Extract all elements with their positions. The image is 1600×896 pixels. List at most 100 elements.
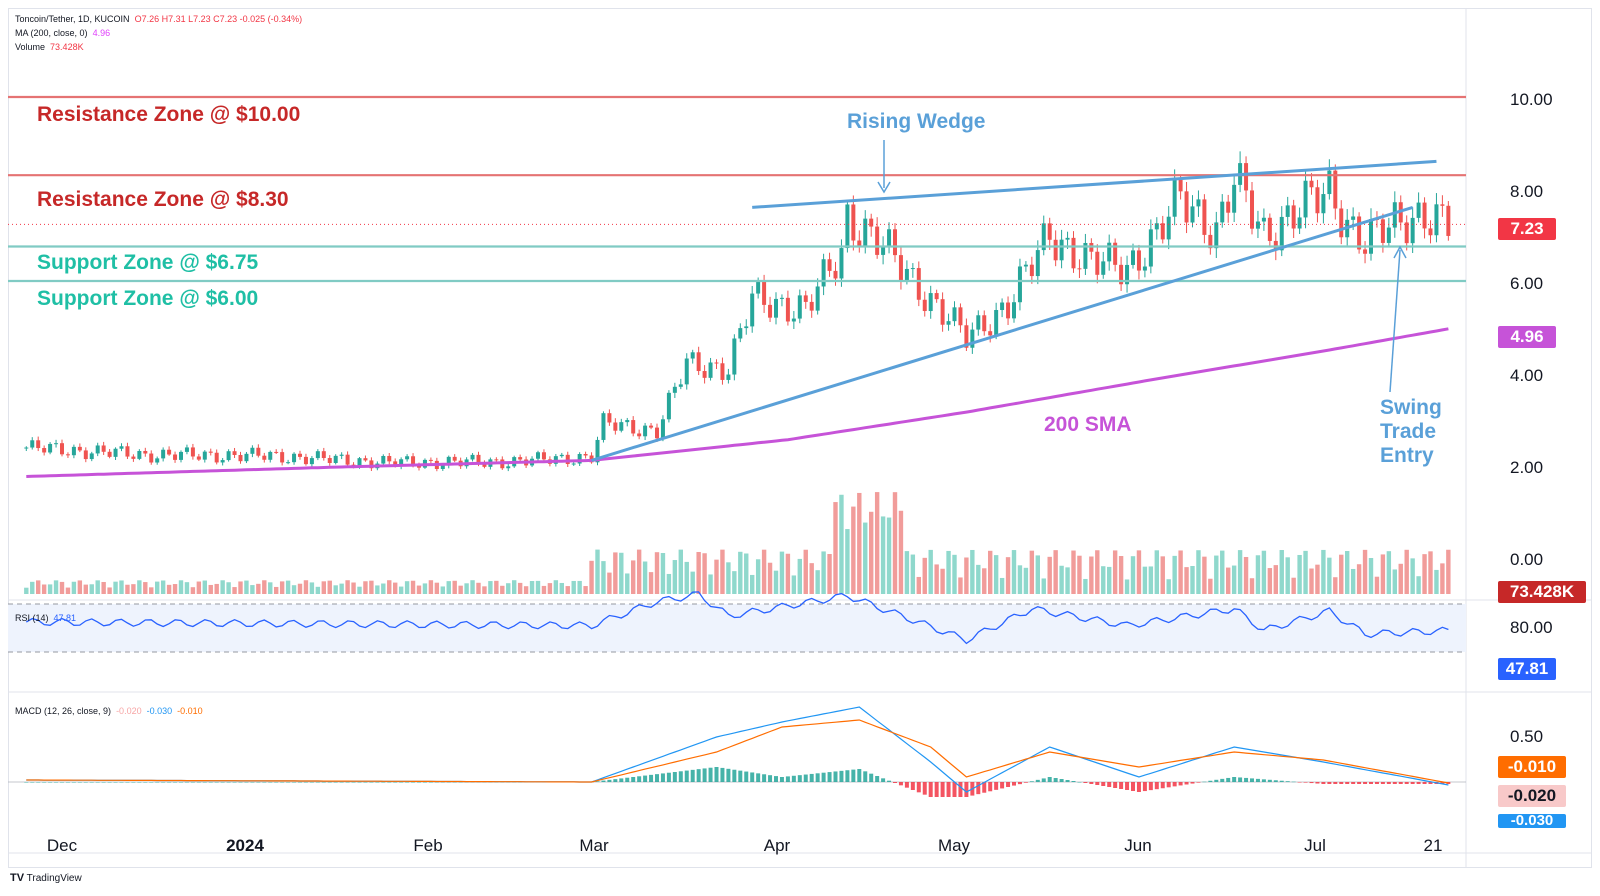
candle-body bbox=[1410, 217, 1415, 244]
macd-hist-bar bbox=[89, 782, 94, 783]
candle-body bbox=[934, 293, 939, 300]
volume-bar bbox=[404, 581, 410, 594]
macd-hist-bar bbox=[1053, 778, 1058, 782]
candle-body bbox=[208, 451, 213, 453]
candle-body bbox=[982, 315, 987, 332]
macd-hist-bar bbox=[440, 782, 445, 783]
candle-body bbox=[1339, 208, 1344, 238]
candle-body bbox=[327, 458, 332, 463]
volume-bar bbox=[589, 560, 594, 594]
volume-bar bbox=[1118, 556, 1124, 594]
volume-bar bbox=[160, 580, 166, 594]
macd-hist-bar bbox=[1321, 782, 1326, 784]
macd-hist-bar bbox=[268, 782, 273, 783]
volume-bar bbox=[53, 580, 59, 594]
macd-hist-bar bbox=[1012, 782, 1016, 786]
volume-bar bbox=[1231, 565, 1237, 594]
header-symbol-line: Toncoin/Tether, 1D, KUCOIN O7.26 H7.31 L… bbox=[15, 14, 302, 24]
macd-hist-bar bbox=[613, 779, 618, 782]
macd-hist-bar bbox=[601, 780, 606, 782]
candle-body bbox=[173, 454, 178, 460]
volume-bar bbox=[143, 582, 148, 594]
candle-body bbox=[702, 371, 707, 378]
volume-bar bbox=[1202, 556, 1207, 594]
x-tick-jul: Jul bbox=[1304, 836, 1326, 855]
volume-bar bbox=[1339, 554, 1344, 594]
candle-body bbox=[1261, 217, 1266, 222]
candle-body bbox=[1166, 216, 1171, 240]
macd-hist-bar bbox=[982, 782, 987, 793]
candle-body bbox=[1208, 234, 1213, 249]
candle-body bbox=[393, 461, 398, 467]
volume-bar bbox=[666, 573, 672, 594]
candle-body bbox=[184, 447, 189, 452]
volume-bar bbox=[274, 586, 279, 594]
volume-bar bbox=[952, 554, 957, 594]
volume-bar bbox=[1410, 558, 1415, 594]
candle-body bbox=[744, 326, 749, 329]
volume-bar bbox=[89, 584, 94, 594]
macd-hist-bar bbox=[1154, 782, 1159, 790]
macd-hist-bar bbox=[101, 782, 106, 783]
tradingview-logo-icon: TV bbox=[10, 872, 25, 884]
volume-bar bbox=[1327, 557, 1332, 594]
volume-bar bbox=[155, 581, 160, 594]
macd-hist-bar bbox=[672, 772, 677, 782]
macd-hist-bar bbox=[631, 777, 636, 782]
macd-hist-bar bbox=[875, 776, 880, 782]
candle-body bbox=[720, 363, 725, 380]
candle-body bbox=[750, 293, 755, 327]
macd-hist-bar bbox=[762, 774, 767, 782]
macd-hist-bar bbox=[184, 782, 189, 783]
candle-body bbox=[756, 281, 761, 294]
macd-hist-bar bbox=[988, 782, 993, 792]
volume-bar bbox=[1416, 576, 1421, 594]
candle-body bbox=[83, 450, 88, 460]
volume-bar bbox=[381, 583, 386, 594]
candle-body bbox=[48, 443, 53, 453]
candle-body bbox=[1136, 250, 1141, 271]
swing-label-1: Swing bbox=[1380, 396, 1442, 419]
volume-bar bbox=[1368, 558, 1374, 594]
volume-bar bbox=[1356, 564, 1362, 594]
candle-body bbox=[262, 455, 267, 460]
tradingview-brand[interactable]: TV TradingView bbox=[10, 872, 82, 884]
candle-body bbox=[1416, 202, 1421, 218]
candle-body bbox=[1380, 219, 1385, 243]
volume-bar bbox=[125, 584, 130, 594]
volume-bar bbox=[833, 502, 838, 594]
candle-body bbox=[601, 413, 606, 440]
candle-body bbox=[1023, 264, 1028, 267]
macd-hist-bar bbox=[690, 769, 695, 782]
macd-hist-bar bbox=[887, 780, 892, 782]
volume-bar bbox=[494, 580, 499, 594]
volume-bar bbox=[535, 580, 541, 594]
macd-hist-bar bbox=[958, 782, 963, 797]
macd-hist-bar bbox=[1196, 782, 1201, 783]
macd-hist-bar bbox=[678, 771, 683, 782]
macd-hist-bar bbox=[1363, 782, 1368, 784]
volume-bar bbox=[1434, 569, 1439, 594]
ma-label: MA (200, close, 0) bbox=[15, 28, 88, 38]
candle-body bbox=[1327, 170, 1332, 195]
candle-body bbox=[1202, 199, 1207, 235]
volume-bar bbox=[1243, 556, 1249, 594]
candle-body bbox=[1071, 237, 1076, 269]
volume-bar bbox=[732, 571, 737, 594]
candle-body bbox=[101, 445, 106, 452]
macd-hist-bar bbox=[726, 768, 731, 782]
candle-body bbox=[1000, 302, 1005, 311]
macd-hist-bar bbox=[1172, 782, 1177, 787]
volume-bar bbox=[238, 581, 243, 594]
volume-bar bbox=[202, 580, 207, 594]
volume-bar bbox=[363, 581, 368, 594]
volume-bar bbox=[988, 550, 993, 594]
macd-signal-badge: -0.010 bbox=[1498, 756, 1566, 778]
candle-body bbox=[30, 440, 35, 448]
macd-hist-bar bbox=[470, 782, 475, 783]
resistance-830-label: Resistance Zone @ $8.30 bbox=[37, 188, 289, 211]
candle-body bbox=[785, 297, 790, 322]
macd-hist-bar bbox=[1422, 782, 1427, 784]
volume-bar bbox=[898, 510, 904, 594]
